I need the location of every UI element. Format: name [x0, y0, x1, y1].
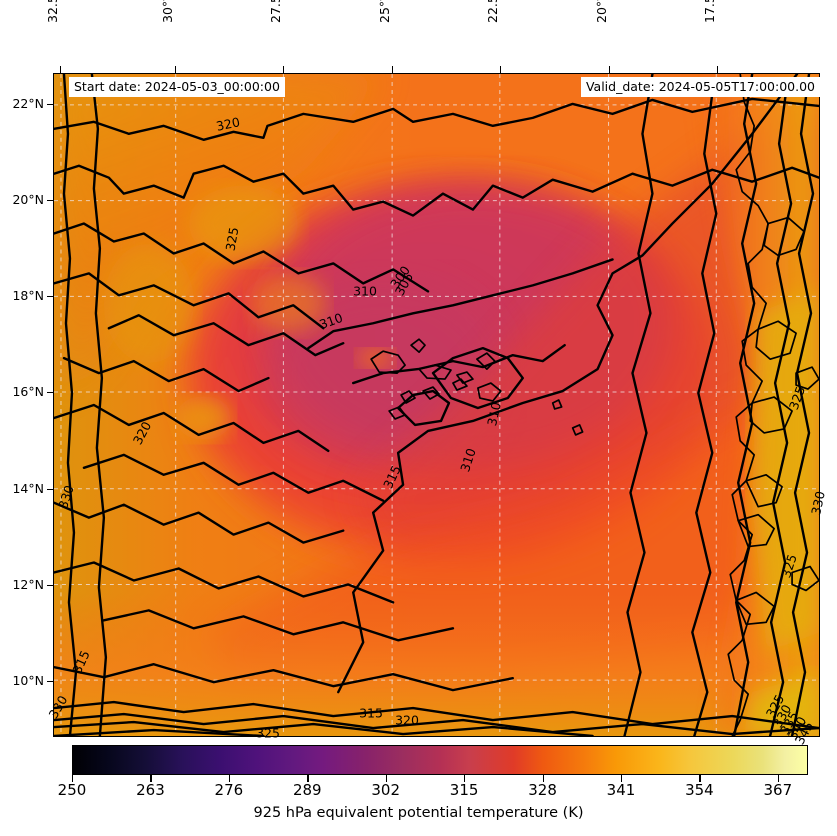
x-tick-mark-6 — [716, 66, 718, 73]
x-tick-mark-1 — [174, 66, 176, 73]
colorbar-tick-mark-0 — [72, 775, 74, 782]
y-tick-label-1: 20°N — [12, 192, 44, 207]
colorbar-tick-mark-6 — [542, 775, 544, 782]
y-tick-label-2: 18°N — [12, 288, 44, 303]
x-tick-mark-3 — [391, 66, 393, 73]
x-tick-label-4: 22.5°W — [485, 0, 500, 23]
graticule-gridlines — [54, 74, 819, 736]
coastline-overlay — [370, 74, 819, 736]
colorbar-tick-mark-4 — [385, 775, 387, 782]
contour-label-315-16: 315 — [359, 705, 383, 721]
y-tick-mark-0 — [47, 103, 53, 105]
colorbar-tick-mark-3 — [307, 775, 309, 782]
colorbar-tick-mark-7 — [620, 775, 623, 782]
colorbar-tick-label-3: 289 — [292, 781, 322, 799]
y-tick-mark-1 — [47, 199, 53, 201]
colorbar-tick-label-0: 250 — [57, 781, 87, 799]
y-tick-label-3: 16°N — [12, 384, 44, 399]
contour-label-325-18: 325 — [256, 725, 280, 741]
x-tick-label-3: 25°W — [377, 0, 392, 23]
y-tick-mark-3 — [47, 391, 53, 393]
x-tick-label-6: 17.5°W — [702, 0, 717, 23]
y-tick-mark-6 — [47, 680, 53, 682]
x-tick-mark-0 — [59, 66, 61, 73]
contour-label-330-12: 330 — [808, 489, 828, 517]
colorbar-tick-mark-8 — [699, 775, 701, 782]
y-tick-label-4: 14°N — [12, 481, 44, 496]
x-tick-label-1: 30°W — [160, 0, 175, 23]
contour-label-310-2: 310 — [353, 283, 377, 299]
x-tick-mark-4 — [499, 66, 501, 73]
colorbar-tick-mark-5 — [464, 775, 466, 782]
colorbar-tick-label-6: 328 — [528, 781, 557, 799]
colorbar-tick-mark-1 — [150, 775, 152, 782]
colorbar-tick-label-1: 263 — [136, 781, 165, 799]
y-tick-mark-5 — [47, 584, 53, 586]
y-tick-mark-2 — [47, 295, 53, 297]
colorbar-tick-label-4: 302 — [371, 781, 401, 799]
colorbar-tick-label-8: 354 — [685, 781, 714, 799]
colorbar-tick-label-9: 367 — [763, 781, 793, 799]
x-tick-mark-2 — [282, 66, 284, 73]
colorbar-tick-mark-9 — [777, 775, 780, 782]
x-tick-mark-5 — [608, 66, 610, 73]
colorbar-tick-mark-2 — [228, 775, 231, 782]
x-tick-label-5: 20°W — [594, 0, 609, 23]
x-tick-label-0: 32.5°W — [45, 0, 60, 23]
y-tick-label-5: 12°N — [12, 577, 44, 592]
y-tick-mark-4 — [47, 488, 53, 490]
colorbar-tick-label-2: 276 — [214, 781, 244, 799]
temperature-field — [54, 74, 819, 736]
start-date-banner: Start date: 2024-05-03_00:00:00 — [69, 77, 285, 97]
contour-lines — [54, 74, 819, 736]
contour-label-320-17: 320 — [395, 712, 419, 728]
y-tick-label-6: 10°N — [12, 673, 44, 688]
y-tick-label-0: 22°N — [12, 96, 44, 111]
colorbar-title: 925 hPa equivalent potential temperature… — [253, 805, 584, 821]
colorbar-tick-label-7: 341 — [606, 781, 636, 799]
colorbar[interactable] — [72, 745, 808, 775]
map-plot-area[interactable] — [53, 73, 820, 737]
colorbar-tick-label-5: 315 — [449, 781, 479, 799]
valid-date-banner: Valid_date: 2024-05-05T17:00:00.00 — [580, 77, 820, 97]
x-tick-label-2: 27.5°W — [268, 0, 283, 23]
